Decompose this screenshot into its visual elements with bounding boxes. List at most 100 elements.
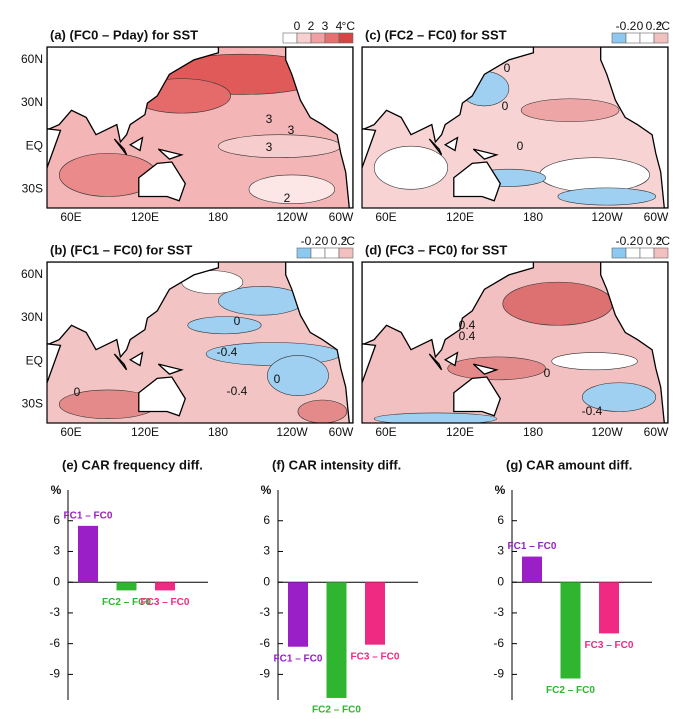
- y-tick-label: 6: [53, 513, 60, 527]
- y-tick-label: -9: [49, 667, 60, 681]
- map-fill: [362, 262, 668, 423]
- land: [428, 353, 443, 371]
- bar-category-label: FC3 – FC0: [585, 640, 634, 651]
- contour-label: 0: [74, 385, 81, 399]
- colorbar-box: [338, 247, 354, 259]
- land: [453, 376, 502, 417]
- bar-category-label: FC2 – FC0: [546, 685, 595, 696]
- bar: [288, 582, 308, 647]
- land: [128, 351, 144, 367]
- y-tick-label: -3: [259, 605, 270, 619]
- anomaly-area: [502, 281, 614, 326]
- bar-category-label: FC2 – FC0: [312, 705, 361, 716]
- map-title: (a) (FC0 – Pday) for SST: [50, 27, 198, 42]
- bar: [365, 582, 385, 645]
- contour-label: 2: [284, 191, 291, 205]
- lat-label: 30N: [21, 95, 43, 109]
- anomaly-area: [218, 134, 342, 158]
- colorbar-label: 0.2: [646, 234, 663, 248]
- anomaly-area: [539, 157, 650, 193]
- contour-label: 0: [544, 366, 551, 380]
- land: [453, 161, 502, 202]
- y-tick-label: 0: [497, 574, 504, 588]
- colorbar-box: [310, 32, 326, 44]
- bar: [326, 582, 347, 698]
- y-axis-label: %: [261, 483, 272, 497]
- colorbar-box: [324, 32, 340, 44]
- colorbar-label: 0: [294, 19, 301, 33]
- land: [362, 262, 535, 359]
- land: [362, 128, 377, 169]
- land: [128, 136, 144, 152]
- lat-label: 30N: [21, 310, 43, 324]
- colorbar-box: [296, 32, 312, 44]
- y-tick-label: -9: [493, 667, 504, 681]
- colorbar-unit: °C: [342, 234, 356, 248]
- y-tick-label: -3: [493, 605, 504, 619]
- land: [157, 148, 184, 160]
- bar: [560, 582, 581, 679]
- land: [472, 148, 499, 160]
- land: [113, 353, 128, 371]
- y-tick-label: -6: [259, 636, 270, 650]
- land: [285, 262, 353, 423]
- land: [157, 363, 184, 375]
- colorbar-box: [611, 247, 627, 259]
- lon-label: 120W: [591, 425, 623, 439]
- land: [443, 351, 459, 367]
- anomaly-area: [447, 356, 546, 381]
- land: [428, 138, 443, 156]
- y-tick-label: 6: [263, 513, 270, 527]
- colorbar-box: [653, 247, 669, 259]
- map-fill: [362, 47, 668, 208]
- map-title: (c) (FC2 – FC0) for SST: [365, 27, 507, 42]
- colorbar-box: [324, 247, 340, 259]
- map-frame: [46, 46, 354, 209]
- y-axis-label: %: [51, 483, 62, 497]
- colorbar-label: 0.2: [646, 19, 663, 33]
- lat-label: EQ: [26, 353, 43, 367]
- land: [362, 47, 535, 144]
- lon-label: 180: [208, 425, 228, 439]
- lon-label: 120W: [591, 210, 623, 224]
- colorbar-label: 0: [637, 19, 644, 33]
- colorbar-label: -0.2: [301, 234, 322, 248]
- lon-label: 120W: [276, 210, 308, 224]
- chart-title: (f) CAR intensity diff.: [272, 457, 401, 472]
- bar-category-label: FC1 – FC0: [274, 653, 323, 664]
- map-title: (b) (FC1 – FC0) for SST: [50, 242, 192, 257]
- anomaly-area: [373, 145, 448, 190]
- colorbar-box: [639, 32, 655, 44]
- map-fill: [47, 47, 353, 208]
- lon-label: 60E: [60, 425, 81, 439]
- land: [113, 138, 128, 156]
- land: [138, 161, 187, 202]
- map-fill: [47, 262, 353, 423]
- bar: [599, 582, 619, 634]
- colorbar-box: [639, 247, 655, 259]
- colorbar-label: 4: [336, 19, 343, 33]
- land: [362, 343, 377, 384]
- land: [47, 128, 62, 169]
- lat-label: 30S: [22, 396, 43, 410]
- colorbar-label: 3: [322, 19, 329, 33]
- contour-label: 0: [502, 99, 509, 113]
- colorbar-box: [625, 247, 641, 259]
- contour-label: 0: [504, 61, 511, 75]
- chart-title: (e) CAR frequency diff.: [62, 457, 203, 472]
- y-tick-label: -6: [49, 636, 60, 650]
- map-frame: [361, 46, 669, 209]
- y-tick-label: 0: [263, 574, 270, 588]
- lon-label: 120W: [276, 425, 308, 439]
- lon-label: 60W: [644, 210, 669, 224]
- contour-label: 0: [517, 139, 524, 153]
- contour-label: 0: [274, 372, 281, 386]
- bar: [155, 582, 175, 591]
- contour-label: 0: [234, 314, 241, 328]
- land: [47, 262, 220, 359]
- bar-category-label: FC3 – FC0: [141, 597, 190, 608]
- land: [443, 136, 459, 152]
